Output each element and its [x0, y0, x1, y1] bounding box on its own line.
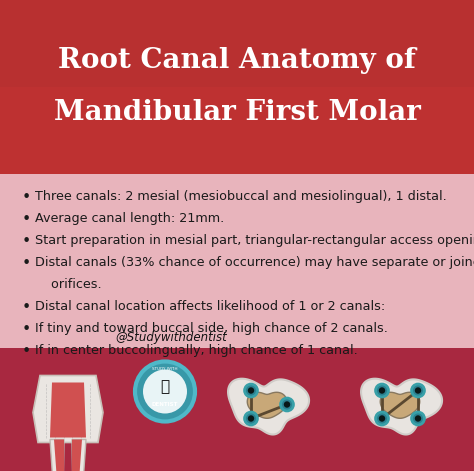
- Circle shape: [411, 384, 424, 397]
- Polygon shape: [72, 439, 86, 471]
- Circle shape: [281, 398, 293, 411]
- Text: •: •: [22, 212, 31, 227]
- Polygon shape: [50, 382, 86, 438]
- Circle shape: [375, 412, 388, 425]
- Circle shape: [245, 412, 257, 425]
- Text: Start preparation in mesial part, triangular-rectangular access opening.: Start preparation in mesial part, triang…: [35, 234, 474, 247]
- Text: DENTIST: DENTIST: [152, 402, 178, 407]
- Circle shape: [143, 370, 187, 414]
- Polygon shape: [72, 439, 82, 471]
- Circle shape: [135, 362, 195, 422]
- Polygon shape: [228, 379, 309, 435]
- Text: •: •: [22, 190, 31, 205]
- Bar: [0, 87, 474, 174]
- Polygon shape: [33, 375, 103, 442]
- Text: Average canal length: 21mm.: Average canal length: 21mm.: [35, 212, 224, 225]
- Text: •: •: [22, 322, 31, 337]
- Text: •: •: [22, 300, 31, 315]
- Text: If in center buccolingually, high chance of 1 canal.: If in center buccolingually, high chance…: [35, 344, 358, 357]
- Bar: [0, 0, 474, 174]
- Polygon shape: [50, 439, 64, 471]
- Text: •: •: [22, 256, 31, 271]
- Text: Mandibular First Molar: Mandibular First Molar: [54, 99, 420, 127]
- Circle shape: [284, 401, 290, 408]
- Circle shape: [379, 415, 385, 422]
- Bar: [0, 174, 474, 348]
- Circle shape: [415, 387, 421, 394]
- Circle shape: [415, 415, 421, 422]
- Circle shape: [379, 387, 385, 394]
- Text: 🦷: 🦷: [160, 379, 170, 394]
- Text: Three canals: 2 mesial (mesiobuccal and mesiolingual), 1 distal.: Three canals: 2 mesial (mesiobuccal and …: [35, 190, 447, 203]
- Circle shape: [411, 412, 424, 425]
- Text: Distal canal location affects likelihood of 1 or 2 canals:: Distal canal location affects likelihood…: [35, 300, 385, 313]
- Text: Root Canal Anatomy of: Root Canal Anatomy of: [58, 48, 416, 74]
- Circle shape: [248, 415, 254, 422]
- Text: STUDY WITH: STUDY WITH: [152, 367, 178, 372]
- Text: •: •: [22, 234, 31, 249]
- Text: If tiny and toward buccal side, high chance of 2 canals.: If tiny and toward buccal side, high cha…: [35, 322, 388, 335]
- Text: •: •: [22, 344, 31, 359]
- Circle shape: [248, 387, 254, 394]
- Circle shape: [375, 384, 388, 397]
- Polygon shape: [380, 392, 420, 418]
- Polygon shape: [247, 392, 287, 418]
- Text: orifices.: orifices.: [35, 278, 101, 291]
- Polygon shape: [54, 439, 64, 471]
- Text: @Studywithdentist: @Studywithdentist: [115, 331, 227, 344]
- Bar: [0, 348, 474, 471]
- Text: Distal canals (33% chance of occurrence) may have separate or joined: Distal canals (33% chance of occurrence)…: [35, 256, 474, 269]
- Polygon shape: [361, 379, 442, 435]
- Circle shape: [245, 384, 257, 397]
